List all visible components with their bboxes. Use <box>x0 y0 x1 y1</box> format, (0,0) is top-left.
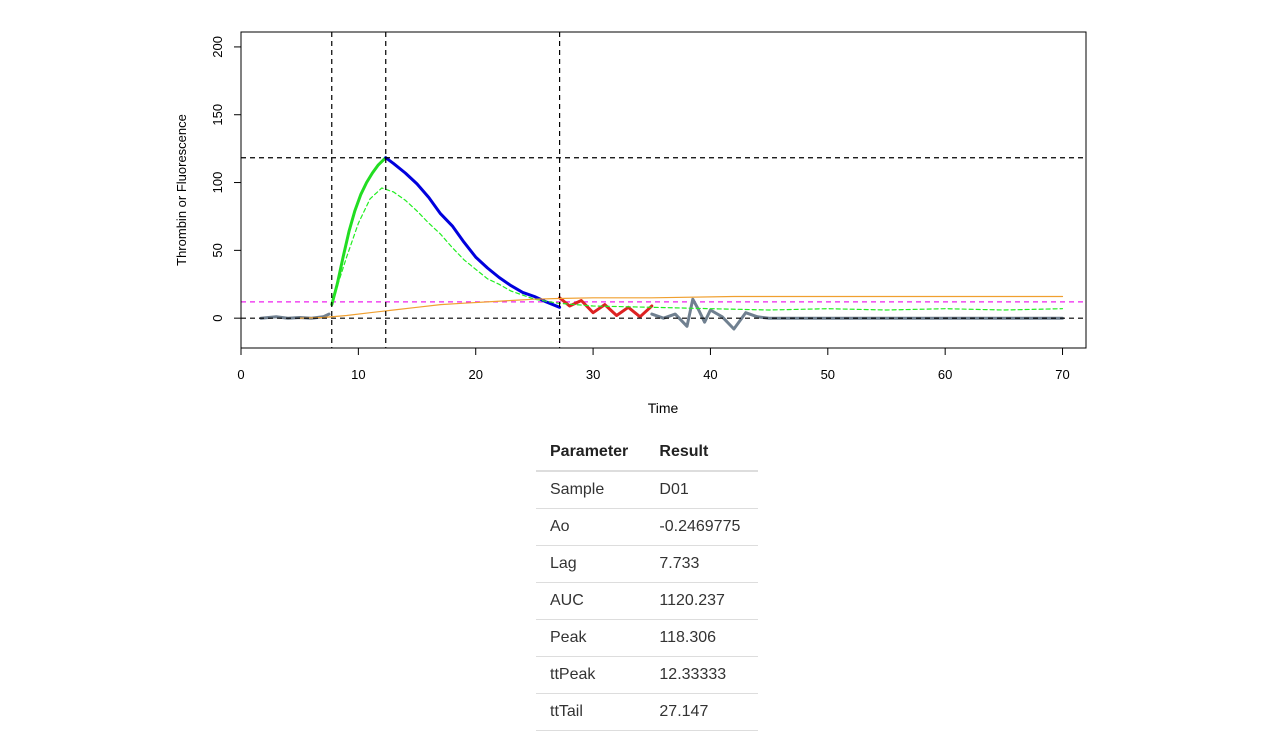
table-row: Peak 118.306 <box>536 619 758 657</box>
decay-series-line <box>384 156 562 309</box>
fluorescence-trace-series-line <box>330 187 1064 311</box>
x-tick-label: 20 <box>468 367 482 382</box>
noise-series-line <box>650 297 1064 331</box>
table-row: AUC 1120.237 <box>536 582 758 620</box>
parameter-name: AUC <box>536 582 646 620</box>
header-parameter: Parameter <box>536 434 646 472</box>
results-table: Parameter Result Sample D01 Ao -0.246977… <box>536 434 758 731</box>
y-tick-label: 200 <box>210 36 225 58</box>
tail-series-line <box>558 296 654 319</box>
parameter-name: Ao <box>536 508 646 546</box>
table-row: ttTail 27.147 <box>536 693 758 731</box>
table-row: Sample D01 <box>536 471 758 509</box>
results-header-row: Parameter Result <box>536 434 758 472</box>
parameter-name: Peak <box>536 619 646 657</box>
parameter-value: 7.733 <box>645 545 758 583</box>
header-result: Result <box>645 434 758 472</box>
thrombin-chart: 0 10 20 30 40 50 60 70 0 50 100 150 200 Time Thrombi… <box>174 31 1087 416</box>
x-tick-label: 70 <box>1055 367 1069 382</box>
y-tick-label: 150 <box>210 104 225 126</box>
parameter-value: 27.147 <box>645 693 758 731</box>
x-tick-label: 30 <box>586 367 600 382</box>
chart-marks <box>241 32 1086 348</box>
parameter-name: Lag <box>536 545 646 583</box>
x-tick-label: 60 <box>938 367 952 382</box>
y-tick-label: 50 <box>210 243 225 257</box>
table-row: Ao -0.2469775 <box>536 508 758 546</box>
table-row: ttPeak 12.33333 <box>536 656 758 694</box>
parameter-name: ttPeak <box>536 656 646 694</box>
x-tick-label: 50 <box>821 367 835 382</box>
parameter-value: -0.2469775 <box>645 508 758 546</box>
x-tick-label: 40 <box>703 367 717 382</box>
parameter-name: Sample <box>536 471 646 509</box>
cumulative-series-line <box>299 295 1064 319</box>
x-axis-label: Time <box>648 400 679 416</box>
parameter-value: 12.33333 <box>645 656 758 694</box>
baseline-series-line <box>259 312 331 320</box>
parameter-name: ttTail <box>536 693 646 731</box>
parameter-value: D01 <box>645 471 758 509</box>
x-tick-label: 0 <box>237 367 244 382</box>
x-tick-label: 10 <box>351 367 365 382</box>
parameter-value: 1120.237 <box>645 582 758 620</box>
y-tick-label: 100 <box>210 172 225 194</box>
parameter-value: 118.306 <box>645 619 758 657</box>
y-tick-label: 0 <box>210 315 225 322</box>
axes: 0 10 20 30 40 50 60 70 0 50 100 150 200 <box>210 36 1070 382</box>
rise-series-line <box>330 156 388 307</box>
table-row: Lag 7.733 <box>536 545 758 583</box>
y-axis-label: Thrombin or Fluorescence <box>174 114 189 266</box>
plot-frame <box>240 31 1087 349</box>
